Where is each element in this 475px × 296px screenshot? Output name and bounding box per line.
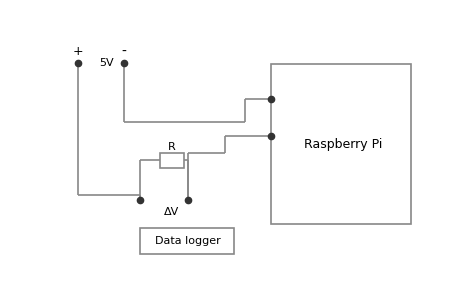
- Text: 5V: 5V: [99, 58, 114, 68]
- Text: ΔV: ΔV: [164, 207, 180, 217]
- Bar: [271, 64, 411, 223]
- Text: -: -: [121, 44, 126, 59]
- Bar: [160, 153, 184, 168]
- Bar: [141, 228, 234, 254]
- Text: Raspberry Pi: Raspberry Pi: [304, 139, 382, 152]
- Text: Data logger: Data logger: [154, 236, 220, 246]
- Text: +: +: [73, 45, 83, 58]
- Text: R: R: [168, 142, 176, 152]
